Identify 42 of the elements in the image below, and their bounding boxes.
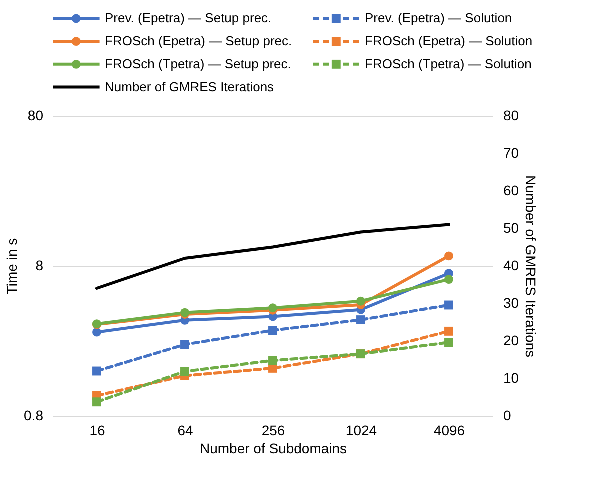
point — [444, 252, 454, 261]
point — [92, 328, 102, 337]
y2-tick-label: 20 — [504, 332, 520, 348]
y-axis-title: Time in s — [4, 238, 20, 295]
point — [444, 326, 454, 336]
x-axis-title: Number of Subdomains — [200, 440, 348, 456]
y2-tick-label: 30 — [504, 295, 520, 311]
y2-tick-label: 0 — [504, 408, 512, 424]
y2-tick-label: 80 — [504, 108, 520, 124]
y2-tick-label: 10 — [504, 370, 520, 386]
y2-tick-label: 60 — [504, 182, 520, 198]
line-series — [96, 223, 450, 290]
y2-tick-label: 50 — [504, 220, 520, 236]
y-tick-label: 8 — [36, 258, 44, 274]
point — [268, 326, 278, 336]
point — [356, 296, 366, 306]
legend-label: Number of GMRES Iterations — [105, 79, 275, 94]
legend-label: Prev. (Epetra) — Setup prec. — [105, 10, 272, 26]
x-tick-label: 256 — [262, 422, 286, 438]
point — [92, 366, 102, 376]
legend-label: FROSch (Epetra) — Setup prec. — [105, 34, 292, 49]
x-tick-label: 16 — [90, 422, 106, 438]
point — [180, 367, 190, 376]
y-tick-label: 0.8 — [24, 408, 44, 424]
point — [268, 356, 278, 366]
legend-label: FROSch (Epetra) — Solution — [365, 34, 533, 49]
point — [92, 398, 102, 407]
x-tick-label: 4096 — [434, 422, 466, 438]
y2-axis-title: Number of GMRES Iterations — [523, 175, 540, 358]
legend-label: Prev. (Epetra) — Solution — [365, 10, 512, 26]
point — [356, 316, 366, 325]
x-tick-label: 64 — [178, 422, 194, 438]
y2-tick-label: 40 — [504, 258, 520, 274]
point — [444, 275, 454, 284]
y2-tick-label: 70 — [504, 145, 520, 161]
legend-label: FROSch (Tpetra) — Solution — [365, 56, 532, 72]
y-tick-label: 80 — [28, 108, 44, 124]
x-tick-label: 1024 — [346, 422, 378, 438]
point — [180, 340, 190, 350]
point — [444, 338, 454, 348]
legend-label: FROSch (Tpetra) — Setup prec. — [105, 56, 292, 72]
point — [444, 300, 454, 310]
